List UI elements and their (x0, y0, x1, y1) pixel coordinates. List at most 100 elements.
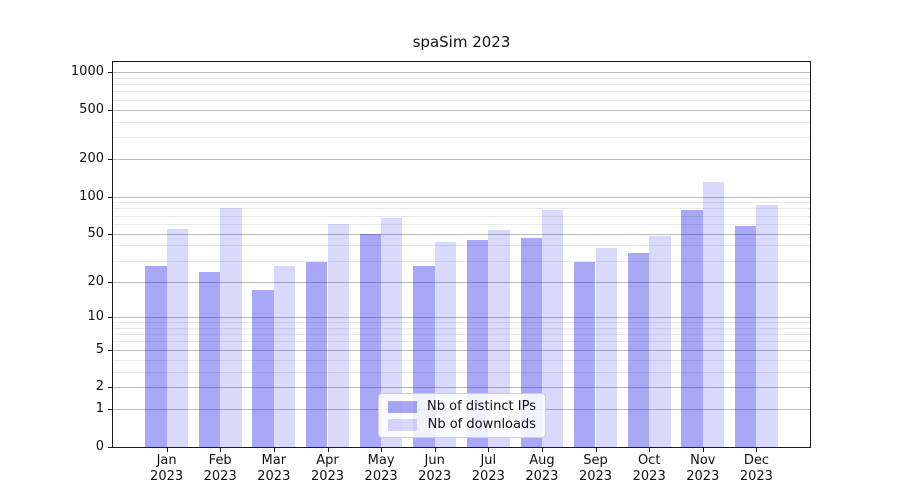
legend-label-distinct-ips: Nb of distinct IPs (427, 399, 536, 414)
y-tick-mark (108, 349, 112, 351)
x-tick-mark (166, 448, 168, 452)
x-tick-label: Sep 2023 (578, 453, 613, 484)
y-tick-label: 1000 (70, 63, 104, 79)
gridline-minor (113, 121, 810, 123)
bar-distinct-ips (198, 272, 221, 447)
x-tick-mark (649, 448, 651, 452)
y-tick-mark (108, 316, 112, 318)
gridline-minor (113, 84, 810, 85)
bar-downloads (702, 182, 725, 447)
gridline-minor (113, 371, 810, 373)
x-tick-label: Dec 2023 (739, 453, 773, 484)
gridline-minor (113, 245, 810, 247)
x-tick-label: Oct 2023 (632, 453, 666, 484)
x-tick-mark (595, 448, 597, 452)
y-tick-label: 100 (79, 188, 104, 204)
gridline-major (113, 159, 810, 161)
x-tick-label: May 2023 (364, 453, 398, 484)
bar-downloads (595, 248, 617, 447)
bar-downloads (649, 235, 671, 447)
y-tick-label: 50 (87, 225, 104, 241)
x-tick-mark (702, 448, 704, 452)
x-tick-label: Apr 2023 (310, 453, 345, 484)
y-tick-mark (108, 71, 112, 73)
legend-swatch-distinct-ips-icon (388, 400, 417, 413)
gridline-minor (113, 202, 810, 204)
bar-downloads (220, 208, 242, 447)
x-tick-label: Feb 2023 (203, 453, 237, 484)
x-tick-label: Jul 2023 (471, 453, 505, 484)
bar-distinct-ips (306, 262, 328, 447)
chart-title: spaSim 2023 (412, 33, 511, 51)
legend-item-distinct-ips: Nb of distinct IPs (388, 399, 536, 414)
gridline-minor (113, 334, 810, 336)
x-tick-label: Mar 2023 (257, 453, 291, 484)
gridline-minor (113, 91, 810, 93)
gridline-major (113, 196, 810, 198)
gridline-major (113, 109, 810, 111)
y-tick-label: 10 (87, 308, 104, 324)
gridline-minor (113, 341, 810, 343)
x-tick-mark (220, 448, 222, 452)
y-tick-mark (108, 196, 112, 198)
y-tick-label: 5 (95, 341, 104, 357)
x-tick-mark (327, 448, 329, 452)
x-tick-mark (434, 448, 436, 452)
bar-distinct-ips (359, 233, 381, 447)
bar-downloads (273, 266, 296, 447)
x-tick-mark (381, 448, 383, 452)
y-tick-mark (108, 109, 112, 111)
x-tick-label: Jan 2023 (150, 453, 184, 484)
x-tick-mark (488, 448, 490, 452)
bar-downloads (166, 228, 188, 447)
bar-distinct-ips (252, 290, 274, 447)
gridline-minor (113, 327, 810, 329)
y-tick-mark (108, 159, 112, 161)
gridline-minor (113, 359, 810, 361)
x-tick-mark (273, 448, 275, 452)
x-tick-label: Jun 2023 (418, 453, 452, 484)
legend-label-downloads: Nb of downloads (427, 417, 536, 432)
gridline-minor (113, 208, 810, 210)
y-tick-label: 0 (95, 439, 104, 454)
gridline-minor (113, 99, 810, 101)
y-tick-mark (108, 387, 112, 389)
bar-distinct-ips (734, 225, 757, 447)
gridline-minor (113, 260, 810, 262)
gridline-major (113, 387, 810, 389)
y-tick-mark (108, 281, 112, 283)
bar-downloads (488, 229, 510, 447)
y-tick-mark (108, 447, 112, 448)
bar-distinct-ips (574, 262, 596, 447)
plot-area: Nb of distinct IPs Nb of downloads (112, 61, 811, 448)
y-tick-mark (108, 233, 112, 235)
x-tick-mark (756, 448, 758, 452)
y-tick-mark (108, 409, 112, 411)
bar-downloads (756, 205, 778, 447)
bar-downloads (541, 209, 564, 447)
x-tick-label: Aug 2023 (525, 453, 559, 484)
gridline-minor (113, 322, 810, 323)
x-tick-mark (541, 448, 543, 452)
legend-swatch-downloads-icon (388, 418, 417, 431)
bar-distinct-ips (681, 209, 703, 447)
gridline-minor (113, 223, 810, 225)
gridline-minor (113, 77, 810, 79)
bar-downloads (381, 217, 403, 447)
bar-distinct-ips (145, 266, 167, 447)
gridline-major (113, 349, 810, 351)
y-tick-label: 200 (79, 151, 104, 167)
y-tick-label: 20 (87, 273, 104, 289)
legend: Nb of distinct IPs Nb of downloads (378, 393, 546, 438)
legend-item-downloads: Nb of downloads (388, 417, 536, 432)
y-tick-label: 1 (95, 401, 104, 417)
y-tick-label: 2 (95, 379, 104, 395)
gridline-major (113, 281, 810, 283)
gridline-major (113, 71, 810, 73)
y-tick-label: 500 (79, 101, 104, 117)
gridline-minor (113, 137, 810, 139)
gridline-major (113, 316, 810, 318)
bar-distinct-ips (627, 252, 650, 447)
bar-downloads (327, 223, 349, 447)
